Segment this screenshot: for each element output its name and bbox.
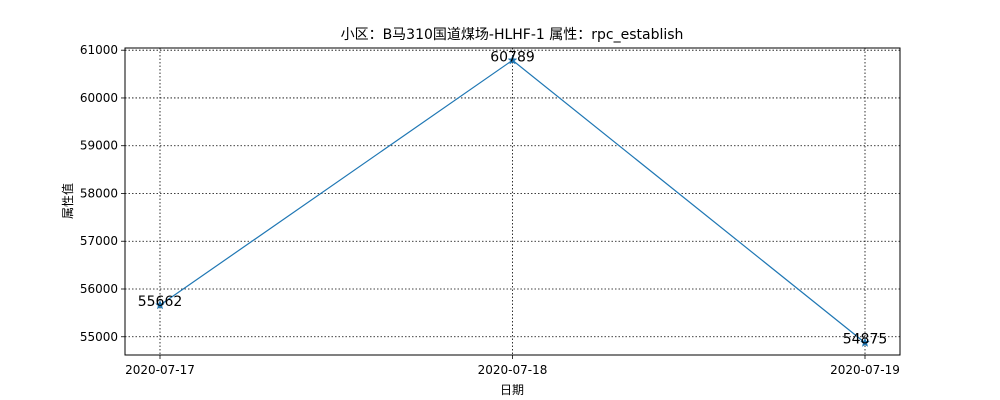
y-tick-label: 61000	[80, 43, 118, 57]
x-tick-label: 2020-07-19	[830, 363, 900, 377]
data-label: 54875	[843, 332, 888, 348]
x-axis-label: 日期	[500, 383, 524, 397]
y-tick-label: 55000	[80, 330, 118, 344]
data-label: 55662	[138, 294, 183, 310]
y-tick-label: 57000	[80, 234, 118, 248]
series-group	[155, 55, 870, 347]
y-tick-label: 60000	[80, 91, 118, 105]
data-labels: 55662 60789 54875	[138, 49, 888, 347]
data-point-marker	[860, 337, 870, 347]
x-tick-label: 2020-07-18	[478, 363, 548, 377]
y-tick-label: 58000	[80, 186, 118, 200]
x-tick-label: 2020-07-17	[125, 363, 195, 377]
data-point-marker	[155, 299, 165, 310]
axis-ticks: 2020-07-17 2020-07-18 2020-07-19 55000 56000…	[80, 43, 900, 377]
y-tick-label: 56000	[80, 282, 118, 296]
plot-frame	[124, 47, 901, 356]
data-point-marker	[507, 55, 518, 65]
data-label: 60789	[490, 49, 535, 65]
y-tick-label: 59000	[80, 139, 118, 153]
chart-title: 小区：B马310国道煤场-HLHF-1 属性：rpc_establish	[341, 27, 684, 43]
y-axis-label: 属性值	[60, 183, 75, 219]
